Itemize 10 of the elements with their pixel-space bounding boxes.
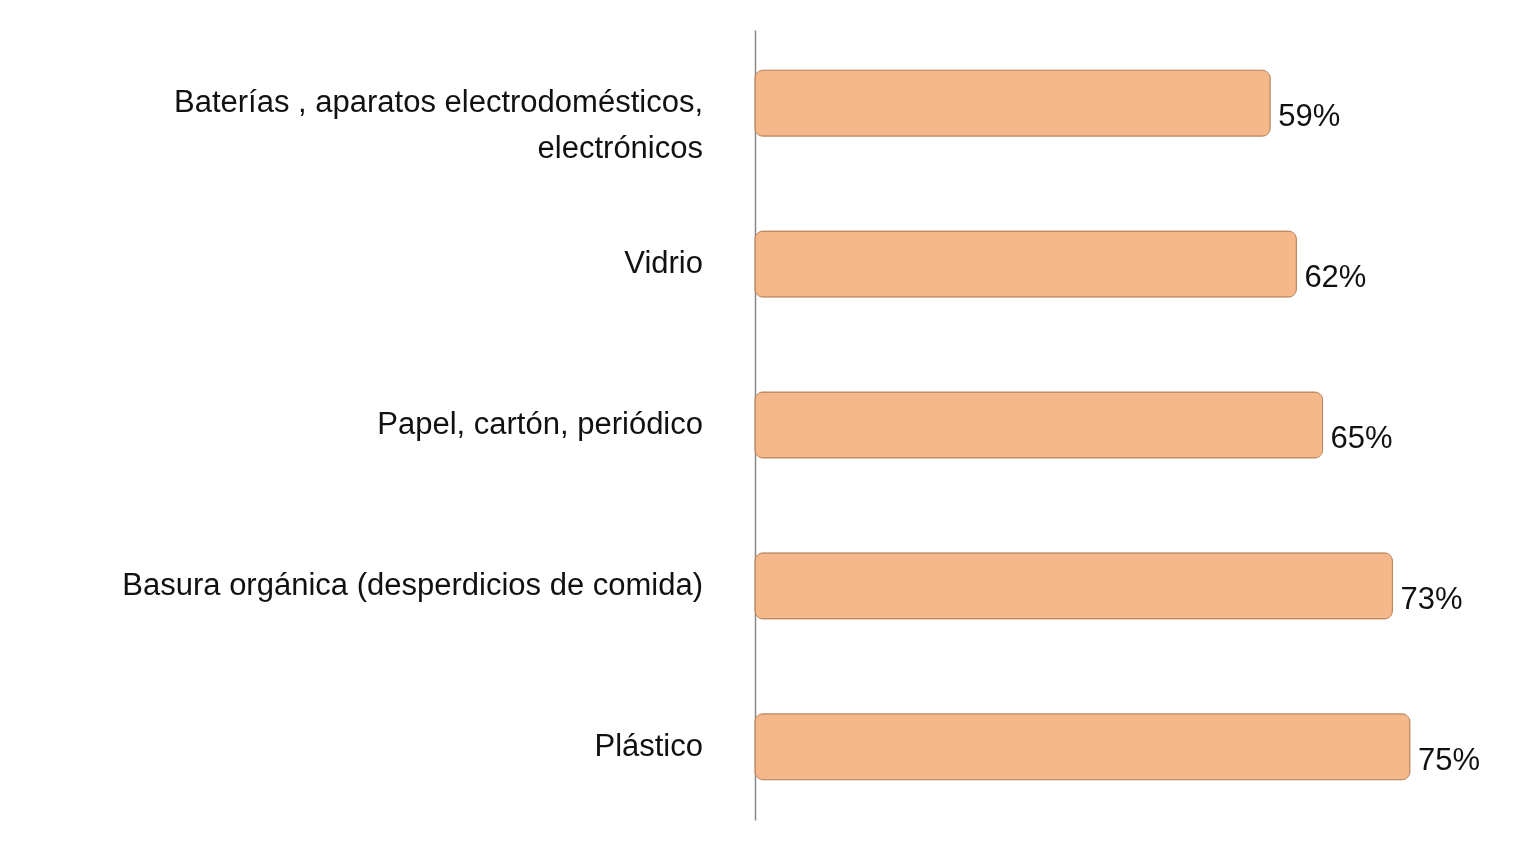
data-label: 65% [1330, 420, 1393, 455]
y-tick-label: Papel, cartón, periódico [377, 406, 703, 441]
y-tick-label: Basura orgánica (desperdicios de comida) [122, 566, 703, 602]
y-tick-label: Plástico [594, 727, 703, 763]
y-tick-label: Vidrio [624, 245, 703, 281]
data-label: 62% [1304, 259, 1367, 295]
y-tick-label: Baterías , aparatos electrodomésticos, electrónicos [174, 84, 703, 166]
data-label: 75% [1417, 741, 1480, 777]
data-label: 73% [1400, 580, 1463, 616]
data-label: 59% [1278, 98, 1341, 134]
